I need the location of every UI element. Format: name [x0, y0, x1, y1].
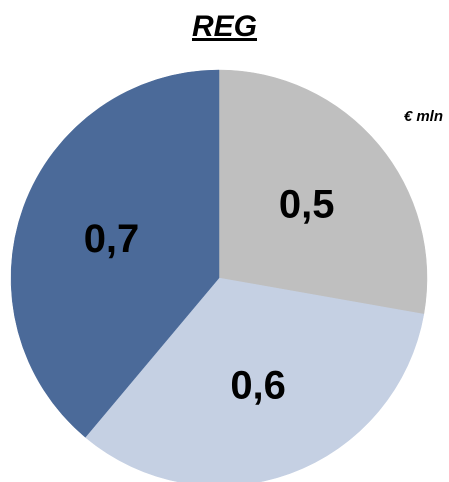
slice-label-2: 0,7: [84, 217, 140, 261]
chart-title: REG: [191, 10, 257, 43]
slice-label-1: 0,6: [230, 364, 286, 408]
pie-slice-2: [10, 69, 220, 438]
pie-slice-0: [218, 69, 428, 315]
pie-slice-1: [84, 277, 425, 482]
unit-label: € mln: [403, 108, 443, 125]
slice-label-0: 0,5: [279, 182, 335, 226]
